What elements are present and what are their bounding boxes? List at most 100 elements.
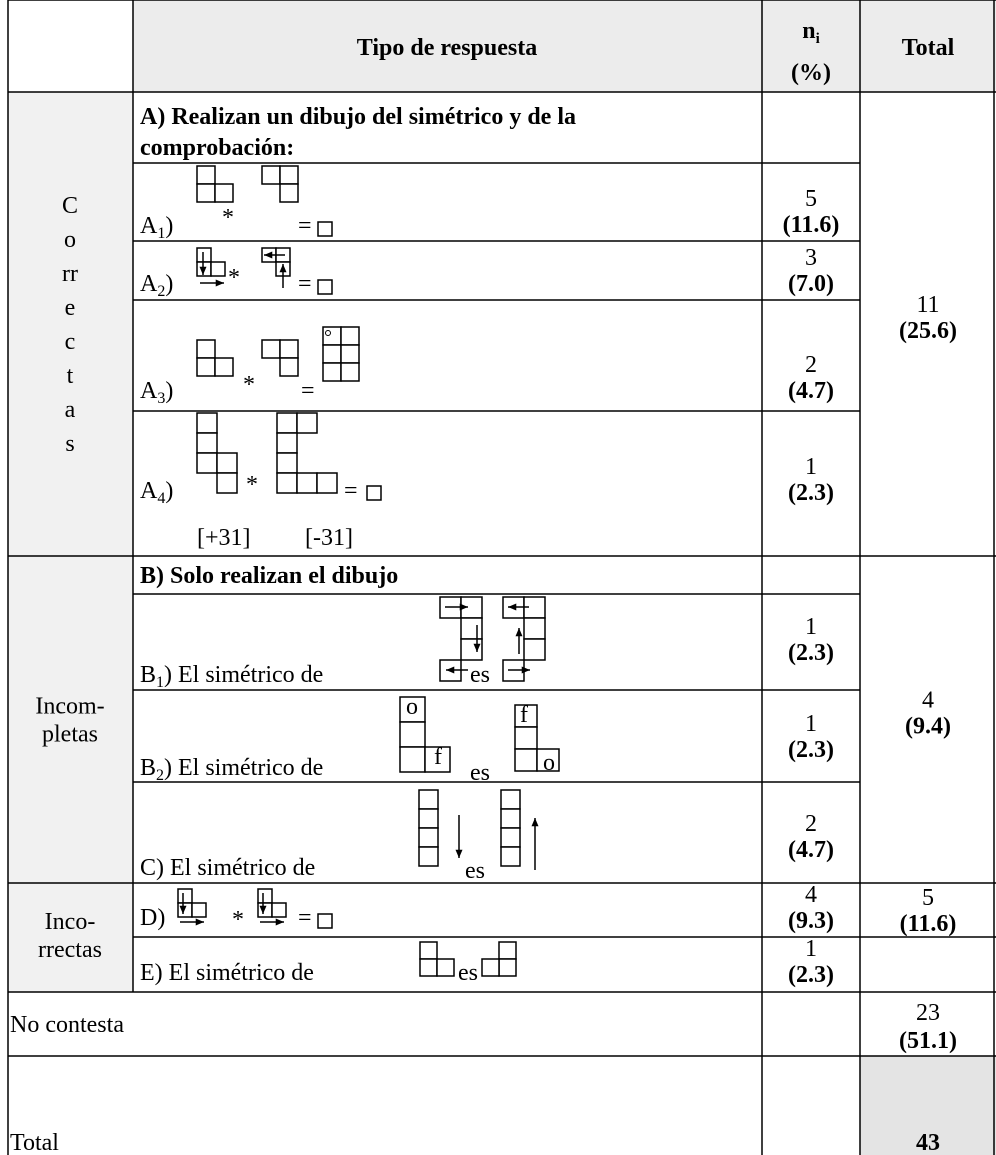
op: = [298, 905, 312, 931]
square [261, 339, 281, 359]
arrow-head [515, 628, 523, 637]
square [276, 432, 298, 454]
square [322, 344, 342, 364]
heading-a: A) Realizan un dibujo del simétrico y de… [140, 104, 576, 130]
square [514, 748, 538, 772]
square [216, 472, 238, 494]
square [279, 357, 299, 377]
heading-a2: comprobación: [140, 135, 294, 161]
square [500, 827, 521, 848]
header-pct: (%) [791, 60, 831, 86]
group-label: s [65, 431, 74, 457]
square [500, 846, 521, 867]
count: 1 [805, 711, 817, 737]
group-pct: (11.6) [900, 911, 957, 937]
square [523, 617, 546, 640]
arrow-head [179, 905, 187, 914]
row-label: B1) El simétrico de [140, 662, 323, 691]
es-word: es [470, 760, 490, 786]
es-word: es [470, 662, 490, 688]
square [418, 789, 439, 810]
no-answer-label: No contesta [10, 1012, 124, 1038]
group-label: e [65, 295, 76, 321]
square [523, 638, 546, 661]
square [279, 183, 299, 203]
square [317, 913, 333, 929]
arrow-head [473, 643, 481, 652]
group-total: 5 [922, 885, 934, 911]
op: * [246, 472, 258, 498]
arrow-head [521, 666, 530, 674]
arrow-head [508, 603, 517, 611]
arrow-head [195, 918, 204, 926]
arrow-head [446, 666, 455, 674]
grand-total: 43 [916, 1130, 940, 1155]
square [419, 941, 438, 960]
count: 4 [805, 882, 817, 908]
square [191, 902, 207, 918]
square [261, 165, 281, 185]
group-label: a [65, 397, 76, 423]
square [340, 344, 360, 364]
square [279, 165, 299, 185]
square [399, 746, 426, 773]
square [317, 279, 333, 295]
op: = [298, 271, 312, 297]
square [196, 432, 218, 454]
square [296, 412, 318, 434]
square [279, 339, 299, 359]
label-letter: B [140, 662, 156, 688]
square [196, 412, 218, 434]
op: * [243, 372, 255, 398]
dot [325, 330, 331, 336]
label-sub: 1 [157, 225, 165, 242]
square [322, 362, 342, 382]
group-label: c [65, 329, 76, 355]
square [481, 958, 500, 977]
mark: o [543, 750, 555, 776]
arrow-head [259, 905, 267, 914]
group-label: rrectas [38, 937, 102, 963]
label-sub: 1 [156, 674, 164, 691]
arrow-head [455, 849, 463, 858]
label-letter: B [140, 755, 156, 781]
total-cell-bg [860, 1056, 996, 1155]
mark: f [520, 702, 528, 728]
square [196, 165, 216, 185]
group-label: o [64, 227, 76, 253]
label-sub: 3 [157, 390, 165, 407]
group-label: pletas [42, 722, 98, 748]
count: 2 [805, 352, 817, 378]
square [366, 485, 382, 501]
percent: (11.6) [783, 212, 840, 238]
arrow-head [531, 818, 539, 827]
label-close: ) El simétrico de [164, 755, 323, 781]
label-letter: A [140, 378, 158, 404]
square [419, 958, 438, 977]
header-n: ni [802, 18, 820, 47]
label-close: ) [165, 378, 173, 404]
percent: (2.3) [788, 640, 834, 666]
square [514, 726, 538, 750]
square [196, 247, 212, 263]
label-close: ) [165, 478, 173, 504]
row-label: A3) [140, 378, 173, 407]
es-word: es [465, 858, 485, 884]
label-letter: C) El simétrico de [140, 855, 315, 881]
square [276, 452, 298, 474]
row-label: A4) [140, 478, 173, 507]
percent: (2.3) [788, 962, 834, 988]
percent: (2.3) [788, 737, 834, 763]
group-label: rr [62, 261, 78, 287]
row-label: C) El simétrico de [140, 855, 315, 881]
group-label: t [67, 363, 74, 389]
square [498, 941, 517, 960]
arrow-head [215, 279, 224, 287]
square [399, 696, 426, 723]
percent: (4.7) [788, 378, 834, 404]
header-total: Total [902, 35, 955, 61]
square [271, 902, 287, 918]
group-pct: (9.4) [905, 714, 951, 740]
square [316, 472, 338, 494]
